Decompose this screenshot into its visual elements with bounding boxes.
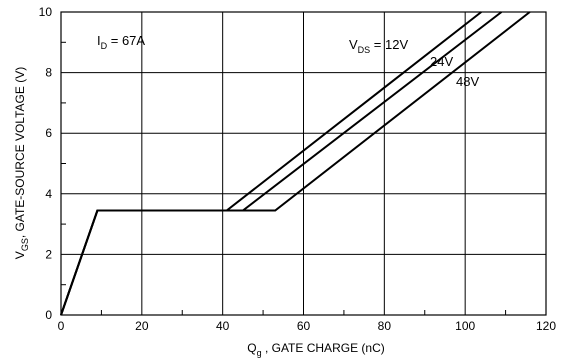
x-axis-rest: , GATE CHARGE (nC) (262, 341, 385, 355)
y-axis-sub: GS (20, 238, 30, 251)
vds-sub: DS (358, 45, 371, 55)
y-tick-label: 4 (45, 187, 52, 201)
y-axis-main: V (13, 251, 27, 259)
x-tick-label: 20 (135, 319, 149, 333)
x-tick-label: 120 (536, 319, 556, 333)
vds-label: VDS = 12V (349, 37, 408, 55)
condition-rest: = 67A (107, 33, 145, 48)
x-tick-label: 100 (455, 319, 475, 333)
x-tick-label: 60 (297, 319, 311, 333)
x-tick-label: 40 (216, 319, 230, 333)
x-tick-labels: 0 20 40 60 80 100 120 (58, 319, 557, 333)
y-tick-label: 0 (45, 308, 52, 322)
plot-frame (60, 11, 547, 316)
condition-sub: D (101, 41, 108, 51)
grid-lines (61, 12, 546, 315)
condition-main: I (97, 33, 101, 48)
x-tick-label: 0 (58, 319, 65, 333)
series-label-12v: 12V (385, 37, 408, 52)
y-tick-label: 6 (45, 126, 52, 140)
y-tick-label: 10 (39, 5, 53, 19)
series-label-48v: 48V (456, 74, 479, 89)
series-line-12v (60, 11, 482, 316)
series-lines (60, 11, 531, 316)
y-tick-label: 8 (45, 66, 52, 80)
x-axis-title: Qg , GATE CHARGE (nC) (247, 341, 384, 358)
y-tick-label: 2 (45, 247, 52, 261)
y-axis-rest: , GATE-SOURCE VOLTAGE (V) (13, 67, 27, 238)
series-line-48v (60, 11, 531, 316)
y-tick-labels: 0 2 4 6 8 10 (39, 5, 53, 322)
x-tick-label: 80 (378, 319, 392, 333)
series-label-24v: 24V (430, 54, 453, 69)
y-axis-title: VGS, GATE-SOURCE VOLTAGE (V) (13, 67, 30, 259)
vds-rest: = (370, 37, 385, 52)
condition-annotation: ID = 67A (97, 33, 145, 51)
x-axis-sub: g (257, 348, 262, 358)
x-axis-main: Q (247, 341, 256, 355)
vds-main: V (349, 37, 358, 52)
